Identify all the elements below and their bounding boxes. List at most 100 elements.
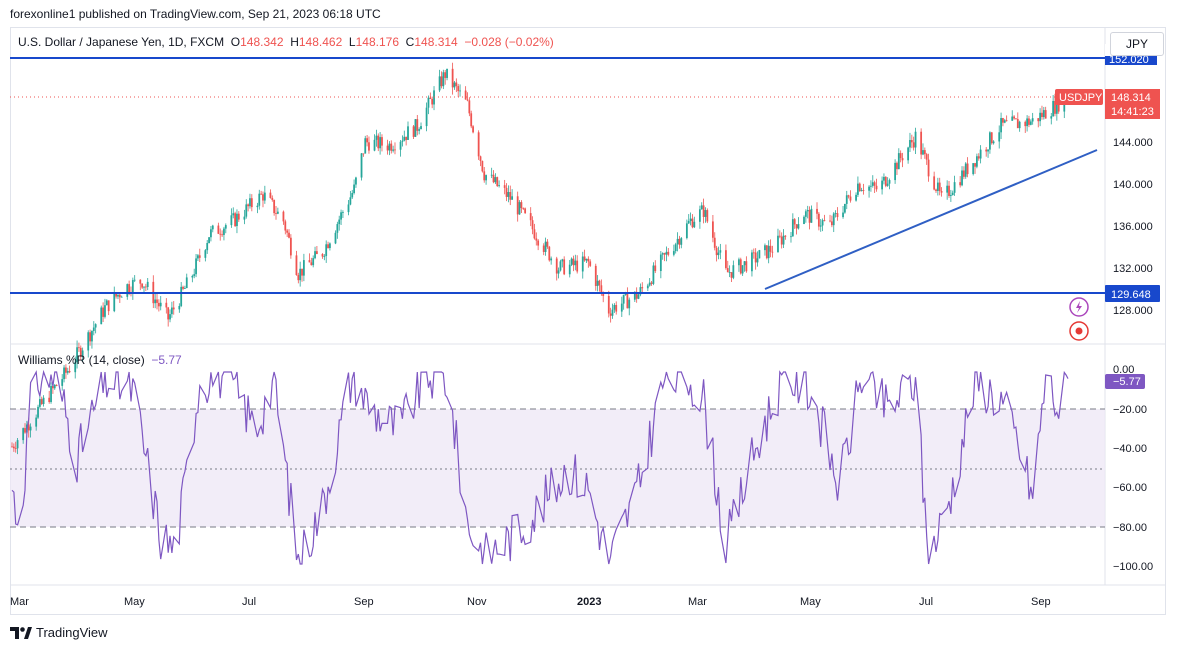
candle — [65, 367, 67, 373]
candle — [1011, 116, 1014, 121]
candle — [12, 446, 15, 449]
candle — [706, 210, 709, 222]
candle — [143, 286, 145, 288]
candle — [470, 113, 473, 127]
candle — [537, 240, 540, 246]
candle — [946, 185, 949, 193]
candle — [587, 258, 590, 262]
wr-tick-0: 0.00 — [1113, 364, 1134, 376]
symbol-name: U.S. Dollar / Japanese Yen, 1D, FXCM — [18, 35, 225, 49]
candle — [966, 163, 969, 175]
candle — [719, 250, 722, 253]
candle — [236, 213, 238, 227]
candle — [288, 232, 290, 238]
candle — [24, 428, 26, 433]
candle — [624, 293, 627, 295]
time-tick-jul-22: Jul — [242, 596, 256, 608]
candle — [953, 182, 956, 193]
candle — [444, 72, 447, 78]
candle — [455, 82, 458, 87]
candle — [388, 143, 391, 151]
candle — [115, 292, 118, 297]
wr-current: −5.77 — [1113, 376, 1141, 388]
candle — [14, 448, 17, 449]
candle — [1026, 118, 1028, 127]
wr-band — [10, 409, 1105, 527]
candle — [862, 190, 865, 191]
candle — [275, 213, 277, 214]
candle — [823, 220, 826, 222]
candle — [886, 183, 889, 186]
candle — [847, 195, 850, 197]
candle — [492, 174, 495, 183]
candle — [94, 324, 97, 328]
candle — [230, 215, 233, 226]
candle — [399, 141, 402, 150]
candle — [700, 205, 703, 210]
candle — [485, 175, 487, 181]
price-tick-144: 144.000 — [1113, 137, 1153, 149]
candle — [938, 182, 941, 192]
candle — [836, 213, 839, 218]
candle — [479, 156, 482, 162]
candle — [1029, 121, 1032, 125]
candle — [165, 302, 168, 308]
candle — [40, 399, 43, 405]
candle — [327, 244, 329, 249]
candle — [91, 330, 93, 342]
candle — [602, 292, 605, 296]
candle — [667, 251, 670, 255]
support-label: 129.648 — [1111, 289, 1151, 301]
candle — [652, 265, 655, 284]
time-tick-may-22: May — [124, 596, 145, 608]
indicator-legend: Williams %R (14, close) −5.77 — [18, 353, 182, 367]
low-label: L — [348, 35, 356, 49]
candle — [741, 265, 744, 274]
candle — [55, 384, 58, 386]
candle — [1054, 100, 1056, 114]
candle — [613, 304, 616, 310]
candle — [985, 149, 988, 152]
candle — [743, 261, 746, 266]
ohlc-legend: U.S. Dollar / Japanese Yen, 1D, FXCM O14… — [18, 35, 554, 49]
candle — [301, 268, 303, 276]
candle — [557, 270, 560, 274]
candle — [117, 294, 119, 297]
candle — [184, 288, 186, 289]
candle — [457, 86, 460, 92]
candle — [271, 197, 274, 200]
candle — [431, 98, 434, 105]
candle — [120, 296, 123, 298]
candle — [912, 142, 915, 148]
candle — [920, 131, 923, 155]
brand[interactable]: TradingView — [10, 625, 108, 640]
currency-button[interactable]: JPY — [1110, 32, 1164, 56]
candle — [751, 252, 753, 272]
candle — [678, 238, 681, 245]
candle — [972, 163, 975, 175]
candle — [334, 232, 337, 244]
last-price: 148.314 — [1111, 92, 1151, 104]
candle — [888, 180, 891, 184]
candle — [977, 156, 980, 159]
candle — [1003, 120, 1006, 123]
candle — [875, 185, 878, 190]
candle — [959, 182, 962, 186]
candle — [375, 135, 378, 140]
candle — [269, 192, 272, 198]
candle — [27, 424, 30, 431]
candle — [754, 252, 757, 263]
candle — [615, 304, 618, 312]
candle — [922, 150, 924, 155]
candle — [78, 347, 80, 349]
candle — [581, 256, 584, 272]
candle — [1018, 121, 1021, 129]
candle — [157, 302, 160, 307]
last-price-bg — [1105, 89, 1160, 119]
candle — [680, 238, 683, 245]
candle — [472, 126, 474, 133]
candle — [1041, 112, 1043, 118]
candle — [314, 251, 316, 259]
candle — [806, 209, 809, 212]
